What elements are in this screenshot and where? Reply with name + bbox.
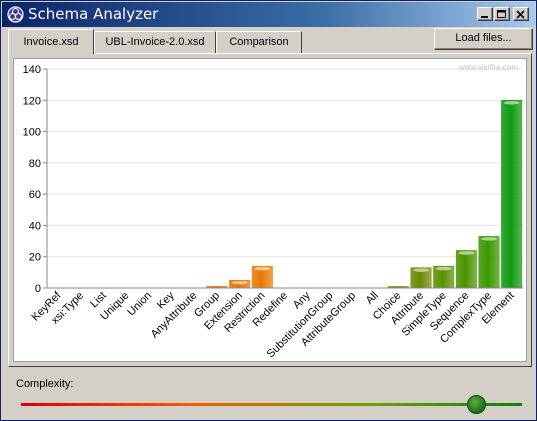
- bar-highlight: [481, 237, 497, 241]
- bar-element[interactable]: [501, 100, 523, 289]
- bar-highlight: [435, 266, 452, 271]
- close-button[interactable]: [513, 7, 529, 21]
- tab-invoice[interactable]: Invoice.xsd: [8, 29, 94, 54]
- tab-ubl-invoice[interactable]: UBL-Invoice-2.0.xsd: [94, 31, 216, 53]
- chart-watermark[interactable]: www.visifire.com: [458, 63, 518, 72]
- x-tick-label: All: [364, 290, 381, 307]
- bar-sequence[interactable]: [455, 250, 477, 289]
- minimize-icon: [481, 16, 488, 18]
- app-logo-icon: [7, 6, 24, 23]
- y-tick-label: 120: [23, 95, 41, 107]
- minimize-button[interactable]: [477, 7, 493, 21]
- maximize-icon: [497, 10, 506, 18]
- bar-highlight: [254, 266, 271, 271]
- window-title: Schema Analyzer: [28, 5, 159, 23]
- complexity-slider-thumb[interactable]: [467, 395, 487, 414]
- load-files-button[interactable]: Load files...: [434, 28, 533, 50]
- bar-highlight: [231, 280, 248, 285]
- close-icon: [516, 10, 525, 19]
- maximize-button[interactable]: [494, 7, 510, 21]
- y-tick-label: 100: [23, 127, 41, 139]
- y-tick-label: 140: [23, 64, 41, 76]
- complexity-label: Complexity:: [16, 378, 74, 390]
- tab-panel: www.visifire.com 0 20 40 60 80 100 120 140 KeyRe…: [8, 53, 532, 367]
- chart-area: www.visifire.com 0 20 40 60 80 100 120 140 KeyRe…: [13, 58, 527, 362]
- bar-highlight: [503, 100, 520, 105]
- bar-highlight: [413, 268, 429, 272]
- x-tick-label: Union: [125, 290, 154, 319]
- tab-comparison[interactable]: Comparison: [216, 31, 302, 53]
- bar-complextype[interactable]: [478, 236, 500, 289]
- y-tick-label: 60: [29, 189, 41, 201]
- y-tick-label: 80: [29, 158, 41, 170]
- bar-highlight: [458, 251, 475, 255]
- y-tick-label: 0: [35, 283, 41, 295]
- y-tick-label: 20: [29, 252, 41, 264]
- complexity-slider-track[interactable]: [21, 403, 522, 406]
- title-bar[interactable]: Schema Analyzer: [2, 2, 535, 27]
- y-tick-label: 40: [29, 220, 41, 232]
